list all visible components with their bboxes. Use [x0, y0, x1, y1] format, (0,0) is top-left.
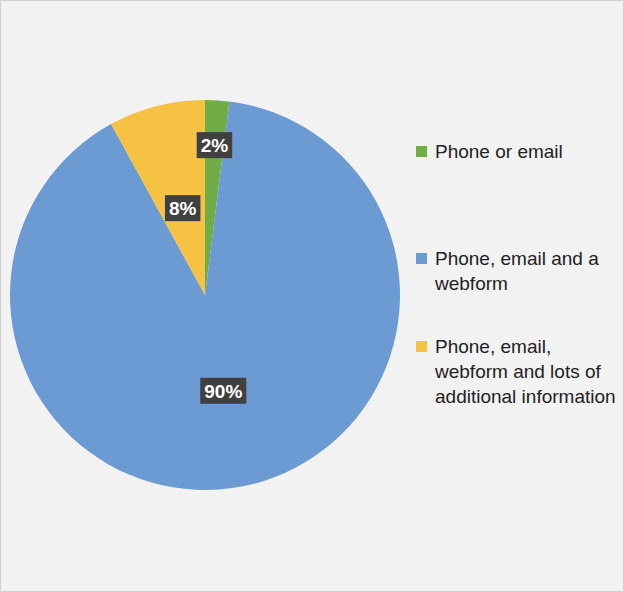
data-label: 8% — [169, 198, 197, 219]
data-label-box — [197, 132, 232, 158]
data-label: 2% — [201, 135, 229, 156]
data-label: 90% — [204, 381, 242, 402]
legend-label: Phone, email and a webform — [435, 246, 616, 296]
pie-slice — [10, 102, 400, 490]
data-labels: 2% 90% 8% — [165, 132, 246, 404]
legend-item: Phone, email, webform and lots of additi… — [416, 334, 616, 409]
legend-item: Phone, email and a webform — [416, 246, 616, 296]
legend-swatch — [416, 253, 427, 264]
legend-swatch — [416, 341, 427, 352]
legend-item: Phone or email — [416, 139, 616, 164]
chart-svg: 2% 90% 8% — [0, 0, 624, 592]
legend-swatch — [416, 146, 427, 157]
data-label-box — [165, 195, 200, 221]
legend-label: Phone or email — [435, 139, 563, 164]
slices — [10, 100, 400, 490]
data-label-box — [200, 378, 246, 404]
legend-label: Phone, email, webform and lots of additi… — [435, 334, 616, 409]
pie-slice — [111, 100, 205, 295]
